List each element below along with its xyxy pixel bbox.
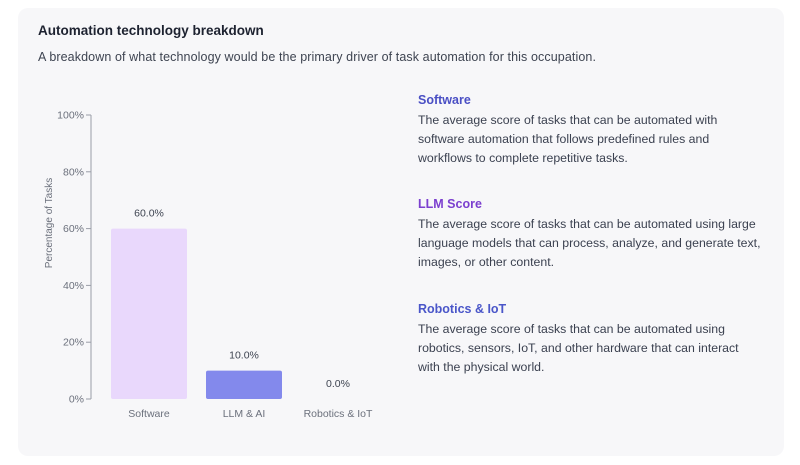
x-category-label: Robotics & IoT xyxy=(304,408,373,420)
y-tick-label: 40% xyxy=(63,280,84,292)
bar-llm-ai xyxy=(206,370,282,399)
y-axis: 0% 20% 40% 60% 80% 100% xyxy=(57,110,92,406)
y-tick-label: 100% xyxy=(57,110,84,122)
legend-software-description: The average score of tasks that can be a… xyxy=(418,113,718,165)
section-title: Automation technology breakdown xyxy=(38,23,264,38)
legend-robotics-heading: Robotics & IoT xyxy=(418,302,507,316)
y-tick-label: 0% xyxy=(69,394,84,406)
x-category-label: LLM & AI xyxy=(223,408,266,420)
legend-llm-description: The average score of tasks that can be a… xyxy=(418,217,761,269)
y-axis-label: Percentage of Tasks xyxy=(44,178,55,268)
legend-software-heading: Software xyxy=(418,93,471,107)
bar-value-label: 10.0% xyxy=(229,350,259,362)
x-category-label: Software xyxy=(128,408,170,420)
legend-robotics: Robotics & IoT The average score of task… xyxy=(418,302,763,377)
bars: 60.0% Software 10.0% LLM & AI 0.0% Robotics &… xyxy=(111,208,373,420)
y-tick-label: 20% xyxy=(63,337,84,349)
bar-value-label: 0.0% xyxy=(326,378,350,390)
legend-software: Software The average score of tasks that… xyxy=(418,93,763,168)
legend-llm-heading: LLM Score xyxy=(418,197,482,211)
bar-value-label: 60.0% xyxy=(134,208,164,220)
legend-llm: LLM Score The average score of tasks tha… xyxy=(418,197,763,272)
bar-software xyxy=(111,228,187,399)
y-tick-label: 80% xyxy=(63,166,84,178)
y-tick-label: 60% xyxy=(63,223,84,235)
legend-robotics-description: The average score of tasks that can be a… xyxy=(418,322,739,374)
section-subtitle: A breakdown of what technology would be … xyxy=(38,50,597,64)
breakdown-bar-chart: Percentage of Tasks 0% 20% 40% 60% 80% 100% 6… xyxy=(44,110,373,421)
